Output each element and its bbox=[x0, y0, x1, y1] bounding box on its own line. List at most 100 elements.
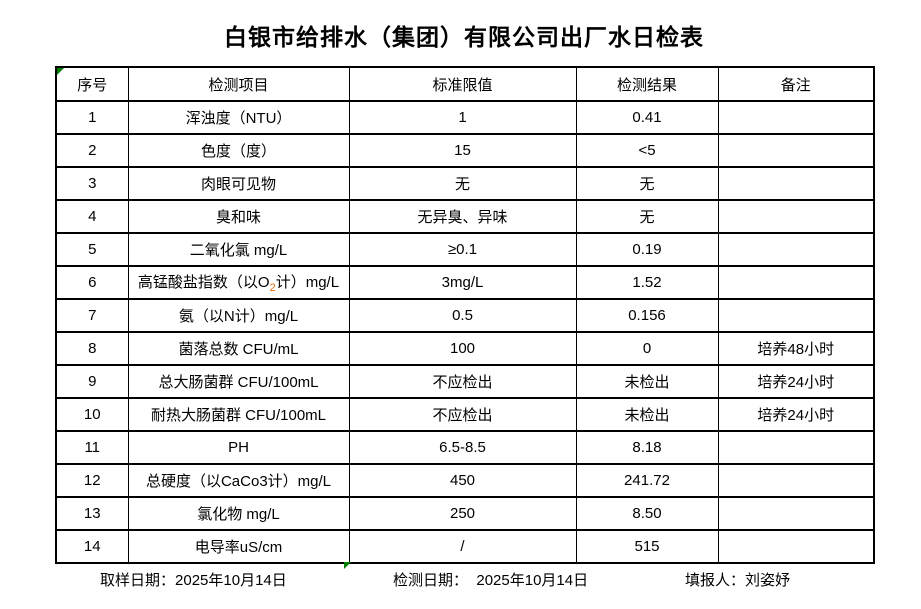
cell-remark bbox=[717, 463, 875, 498]
test-date: 检测日期： 2025年10月14日 bbox=[393, 569, 588, 590]
cell-test-item: 耐热大肠菌群 CFU/100mL bbox=[127, 397, 350, 432]
cell-standard-limit: 不应检出 bbox=[348, 397, 577, 432]
cell-row-number: 9 bbox=[55, 364, 129, 399]
cell-remark bbox=[717, 199, 875, 234]
table-row: 3 肉眼可见物无无 bbox=[55, 166, 875, 201]
reporter: 填报人：刘姿妤 bbox=[685, 569, 790, 590]
cell-standard-limit: 15 bbox=[348, 133, 577, 168]
table-row: 7 氨（以N计）mg/L 0.5 0.156 bbox=[55, 298, 875, 333]
cell-standard-limit: 250 bbox=[348, 496, 577, 531]
table-row: 14 电导率uS/cm/515 bbox=[55, 529, 875, 564]
table-row: 6 高锰酸盐指数（以O2计）mg/L 3mg/L 1.52 bbox=[55, 265, 875, 300]
col-header-remark: 备注 bbox=[717, 66, 875, 102]
excel-bottom-marker-icon bbox=[344, 562, 351, 569]
cell-remark: 培养24小时 bbox=[717, 364, 875, 399]
cell-test-result: 未检出 bbox=[575, 397, 719, 432]
cell-test-item: 菌落总数 CFU/mL bbox=[127, 331, 350, 366]
cell-standard-limit: 0.5 bbox=[348, 298, 577, 333]
table-row: 4 臭和味 无异臭、异味无 bbox=[55, 199, 875, 234]
cell-standard-limit: 100 bbox=[348, 331, 577, 366]
cell-test-result: 无 bbox=[575, 199, 719, 234]
sampling-date: 取样日期：2025年10月14日 bbox=[100, 569, 287, 590]
cell-test-item: 色度（度） bbox=[127, 133, 350, 168]
cell-test-result: 无 bbox=[575, 166, 719, 201]
reporter-name: 刘姿妤 bbox=[745, 572, 791, 589]
cell-test-item: PH bbox=[127, 430, 350, 465]
cell-test-item: 氨（以N计）mg/L bbox=[127, 298, 350, 333]
cell-row-number: 2 bbox=[55, 133, 129, 168]
table-header-row: 序号 检测项目 标准限值 检测结果 备注 bbox=[55, 66, 875, 102]
cell-remark bbox=[717, 133, 875, 168]
cell-test-result: 515 bbox=[575, 529, 719, 564]
cell-standard-limit: ≥0.1 bbox=[348, 232, 577, 267]
col-header-test-item: 检测项目 bbox=[127, 66, 350, 102]
col-header-number-label: 序号 bbox=[77, 76, 108, 94]
cell-test-item: 高锰酸盐指数（以O2计）mg/L bbox=[127, 265, 350, 300]
cell-row-number: 14 bbox=[55, 529, 129, 564]
table-row: 1 浑浊度（NTU） 1 0.41 bbox=[55, 100, 875, 135]
page-title: 白银市给排水（集团）有限公司出厂水日检表 bbox=[224, 24, 704, 50]
cell-test-result: 0.41 bbox=[575, 100, 719, 135]
cell-test-result: 0 bbox=[575, 331, 719, 366]
cell-remark: 培养48小时 bbox=[717, 331, 875, 366]
cell-test-result: <5 bbox=[575, 133, 719, 168]
cell-row-number: 11 bbox=[55, 430, 129, 465]
test-date-label: 检测日期： bbox=[393, 572, 469, 589]
cell-row-number: 10 bbox=[55, 397, 129, 432]
excel-corner-marker-icon bbox=[57, 69, 64, 75]
cell-row-number: 3 bbox=[55, 166, 129, 201]
cell-test-result: 241.72 bbox=[575, 463, 719, 498]
table-row: 2 色度（度） 15 <5 bbox=[55, 133, 875, 168]
cell-remark bbox=[717, 496, 875, 531]
cell-standard-limit: 450 bbox=[348, 463, 577, 498]
cell-row-number: 8 bbox=[55, 331, 129, 366]
reporter-label: 填报人： bbox=[685, 572, 746, 589]
subscript-digit: 2 bbox=[269, 282, 276, 294]
col-header-standard-limit: 标准限值 bbox=[348, 66, 577, 102]
cell-test-result: 0.156 bbox=[575, 298, 719, 333]
sampling-date-value: 2025年10月14日 bbox=[175, 572, 287, 589]
cell-test-result: 8.18 bbox=[575, 430, 719, 465]
sampling-date-label: 取样日期： bbox=[100, 572, 176, 589]
cell-standard-limit: 无 bbox=[348, 166, 577, 201]
table-row: 11 PH 6.5-8.5 8.18 bbox=[55, 430, 875, 465]
table-row: 9 总大肠菌群 CFU/100mL 不应检出 未检出 培养24小时 bbox=[55, 364, 875, 399]
cell-remark bbox=[717, 265, 875, 300]
cell-standard-limit: 6.5-8.5 bbox=[348, 430, 577, 465]
test-item-text: 高锰酸盐指数（以O bbox=[137, 274, 270, 291]
table-row: 5 二氧化氯 mg/L ≥0.1 0.19 bbox=[55, 232, 875, 267]
table-row: 10 耐热大肠菌群 CFU/100mL 不应检出 未检出 培养24小时 bbox=[55, 397, 875, 432]
footer: 取样日期：2025年10月14日 检测日期： 2025年10月14日 填报人：刘… bbox=[0, 569, 921, 591]
cell-row-number: 6 bbox=[55, 265, 129, 300]
cell-test-result: 未检出 bbox=[575, 364, 719, 399]
cell-remark bbox=[717, 529, 875, 564]
cell-test-item: 氯化物 mg/L bbox=[127, 496, 350, 531]
cell-test-item: 二氧化氯 mg/L bbox=[127, 232, 350, 267]
cell-test-result: 8.50 bbox=[575, 496, 719, 531]
cell-standard-limit: 无异臭、异味 bbox=[348, 199, 577, 234]
col-header-number: 序号 bbox=[55, 66, 129, 102]
water-quality-table: 序号 检测项目 标准限值 检测结果 备注 1 浑浊度（NTU） 1 0.41 2 色度（度… bbox=[55, 66, 875, 564]
cell-standard-limit: 1 bbox=[348, 100, 577, 135]
cell-row-number: 13 bbox=[55, 496, 129, 531]
test-item-text: 计）mg/L bbox=[275, 274, 340, 291]
cell-remark bbox=[717, 430, 875, 465]
cell-standard-limit: 不应检出 bbox=[348, 364, 577, 399]
cell-remark bbox=[717, 232, 875, 267]
cell-test-item: 臭和味 bbox=[127, 199, 350, 234]
cell-test-item: 总硬度（以CaCo3计）mg/L bbox=[127, 463, 350, 498]
cell-test-item: 浑浊度（NTU） bbox=[127, 100, 350, 135]
cell-test-item: 肉眼可见物 bbox=[127, 166, 350, 201]
cell-standard-limit: 3mg/L bbox=[348, 265, 577, 300]
table-body: 1 浑浊度（NTU） 1 0.41 2 色度（度） 15 <5 3 肉眼可见物无无 4 臭和味 无异臭、… bbox=[55, 100, 875, 564]
cell-test-result: 0.19 bbox=[575, 232, 719, 267]
table-row: 12 总硬度（以CaCo3计）mg/L 450 241.72 bbox=[55, 463, 875, 498]
cell-remark bbox=[717, 166, 875, 201]
test-date-value: 2025年10月14日 bbox=[476, 572, 589, 589]
cell-remark bbox=[717, 100, 875, 135]
cell-test-item: 电导率uS/cm bbox=[127, 529, 350, 564]
cell-test-result: 1.52 bbox=[575, 265, 719, 300]
cell-row-number: 12 bbox=[55, 463, 129, 498]
cell-row-number: 1 bbox=[55, 100, 129, 135]
